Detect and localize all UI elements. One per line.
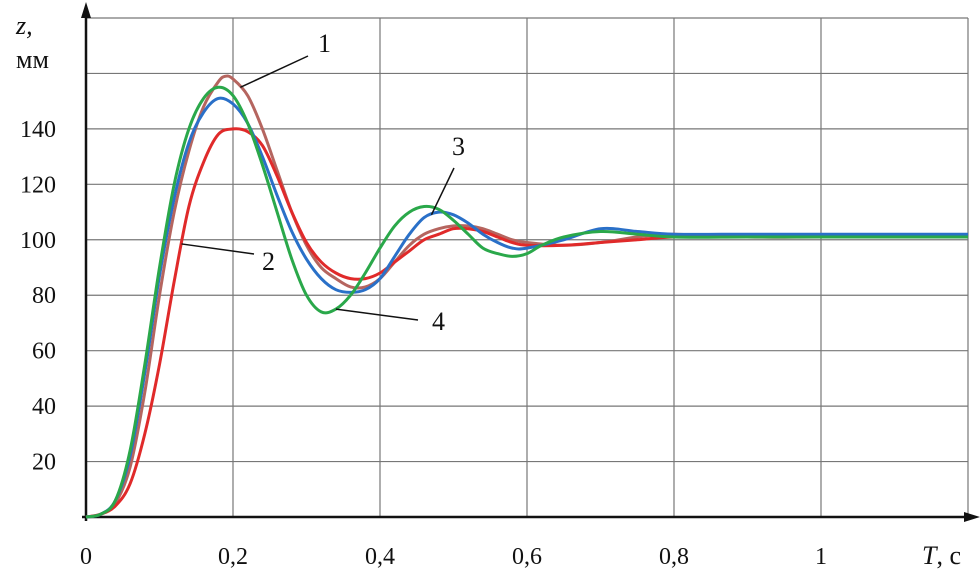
callout-leader-3 [430,167,455,216]
x-axis-unit: , с [936,541,961,570]
y-tick-label: 20 [32,450,56,476]
x-tick-labels: 0 0,2 0,4 0,6 0,8 1 [80,544,827,570]
y-tick-label: 120 [20,172,56,198]
y-axis-unit: мм [16,45,49,74]
callout-leader-4 [335,308,419,321]
y-axis-variable: z, [15,11,33,40]
callout-leader-1 [240,55,309,88]
series-lines [85,74,968,519]
axes [81,2,980,522]
series-line-4 [85,85,968,519]
y-tick-label: 40 [32,394,56,420]
y-tick-label: 60 [32,339,56,365]
callout-label-3: 3 [452,132,465,161]
x-axis-arrow [964,512,980,522]
y-tick-label: 140 [20,117,56,143]
x-tick-label: 0,6 [512,544,542,570]
y-tick-label: 100 [20,228,56,254]
series-callouts: 1 2 3 4 [181,29,465,336]
x-tick-label: 0,2 [218,544,248,570]
callout-label-4: 4 [432,307,445,336]
x-axis-variable: T [922,541,938,570]
callout-leader-2 [181,243,255,255]
y-tick-labels: 20 40 60 80 100 120 140 [20,117,56,476]
x-tick-label: 0,4 [365,544,395,570]
x-tick-label: 1 [815,544,827,570]
y-tick-label: 80 [32,283,56,309]
x-axis-label: T, с [922,541,961,570]
x-tick-label: 0 [80,544,92,570]
grid [86,17,969,517]
callout-label-2: 2 [262,247,275,276]
y-axis-arrow [81,2,91,18]
callout-label-1: 1 [318,29,331,58]
series-line-2 [85,127,968,519]
x-tick-label: 0,8 [659,544,689,570]
series-line-3 [85,96,968,519]
